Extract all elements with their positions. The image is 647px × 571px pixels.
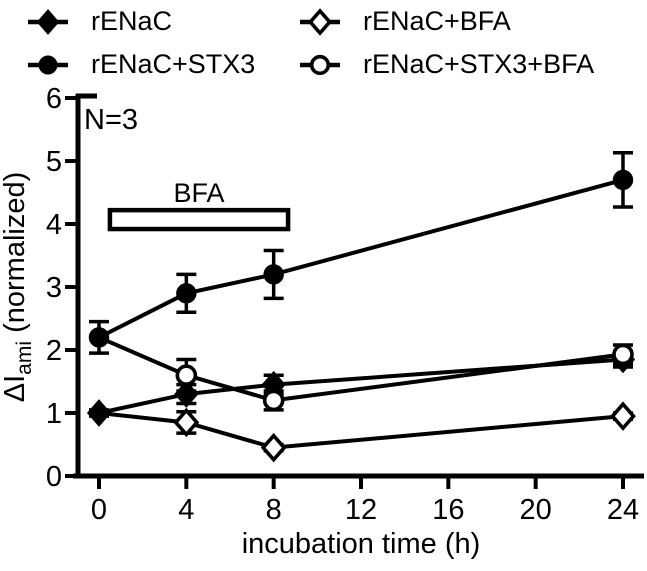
series-line-rENaC+STX3+BFA	[98, 335, 624, 403]
x-tick-label: 20	[520, 494, 552, 526]
legend-label: rENaC	[91, 6, 173, 36]
legend-marker	[38, 55, 58, 74]
series-line-rENaC+STX3	[98, 177, 624, 340]
data-point-rENaC+STX3+BFA-8h	[262, 389, 285, 412]
data-point-rENaC-0h	[86, 399, 112, 427]
data-point-rENaC+STX3+BFA-4h	[175, 364, 198, 387]
y-axis-label: ΔIami (normalized)	[0, 172, 36, 403]
x-tick-label: 24	[607, 494, 639, 526]
y-tick-label: 6	[46, 85, 62, 115]
data-point-rENaC+BFA-24h	[610, 401, 636, 431]
x-tick-label: 8	[266, 494, 282, 526]
legend-item-renac-stx3: rENaC+STX3	[28, 50, 300, 80]
legend-item-renac-stx3-bfa: rENaC+STX3+BFA	[300, 50, 594, 80]
legend-label: rENaC+STX3	[91, 49, 256, 79]
legend-marker	[307, 7, 333, 36]
x-tick-label: 12	[345, 494, 377, 526]
circle-filled-icon	[28, 55, 68, 74]
series-line-rENaC+BFA	[98, 411, 624, 450]
legend-label: rENaC+STX3+BFA	[363, 49, 595, 79]
n-count-label: N=3	[84, 104, 138, 136]
bfa-treatment-bar	[107, 207, 291, 232]
x-tick-label: 16	[432, 494, 464, 526]
circle-open-icon	[300, 54, 340, 75]
legend-marker	[309, 54, 331, 75]
y-tick-label: 1	[46, 398, 62, 430]
y-tick-label: 0	[46, 461, 62, 493]
data-point-rENaC+STX3+BFA-24h	[612, 343, 634, 366]
x-tick-label: 0	[91, 494, 107, 526]
data-point-rENaC-4h	[174, 380, 199, 408]
diamond-open-icon	[300, 7, 340, 36]
data-point-rENaC+STX3-24h	[612, 169, 634, 191]
data-point-rENaC+STX3-8h	[263, 264, 284, 285]
x-tick-label: 4	[178, 494, 194, 526]
bfa-label: BFA	[173, 178, 224, 208]
chart-legend: rENaC rENaC+BFA rENaC+STX3 rENaC+STX3+BF…	[28, 0, 594, 86]
legend-item-renac-bfa: rENaC+BFA	[300, 7, 594, 37]
y-tick-label: 2	[46, 335, 62, 367]
x-axis-label: incubation time (h)	[242, 528, 481, 560]
y-tick-label: 5	[46, 146, 62, 178]
data-point-rENaC+STX3-0h	[88, 327, 110, 348]
data-point-rENaC+BFA-8h	[260, 432, 287, 463]
legend-marker	[36, 8, 60, 35]
data-point-rENaC+STX3-4h	[176, 283, 197, 304]
legend-item-renac: rENaC	[28, 7, 300, 37]
diamond-filled-icon	[28, 8, 68, 35]
y-tick-label: 3	[46, 272, 62, 304]
data-point-rENaC+BFA-4h	[173, 407, 200, 438]
legend-label: rENaC+BFA	[363, 6, 511, 36]
y-tick-label: 4	[46, 209, 62, 241]
